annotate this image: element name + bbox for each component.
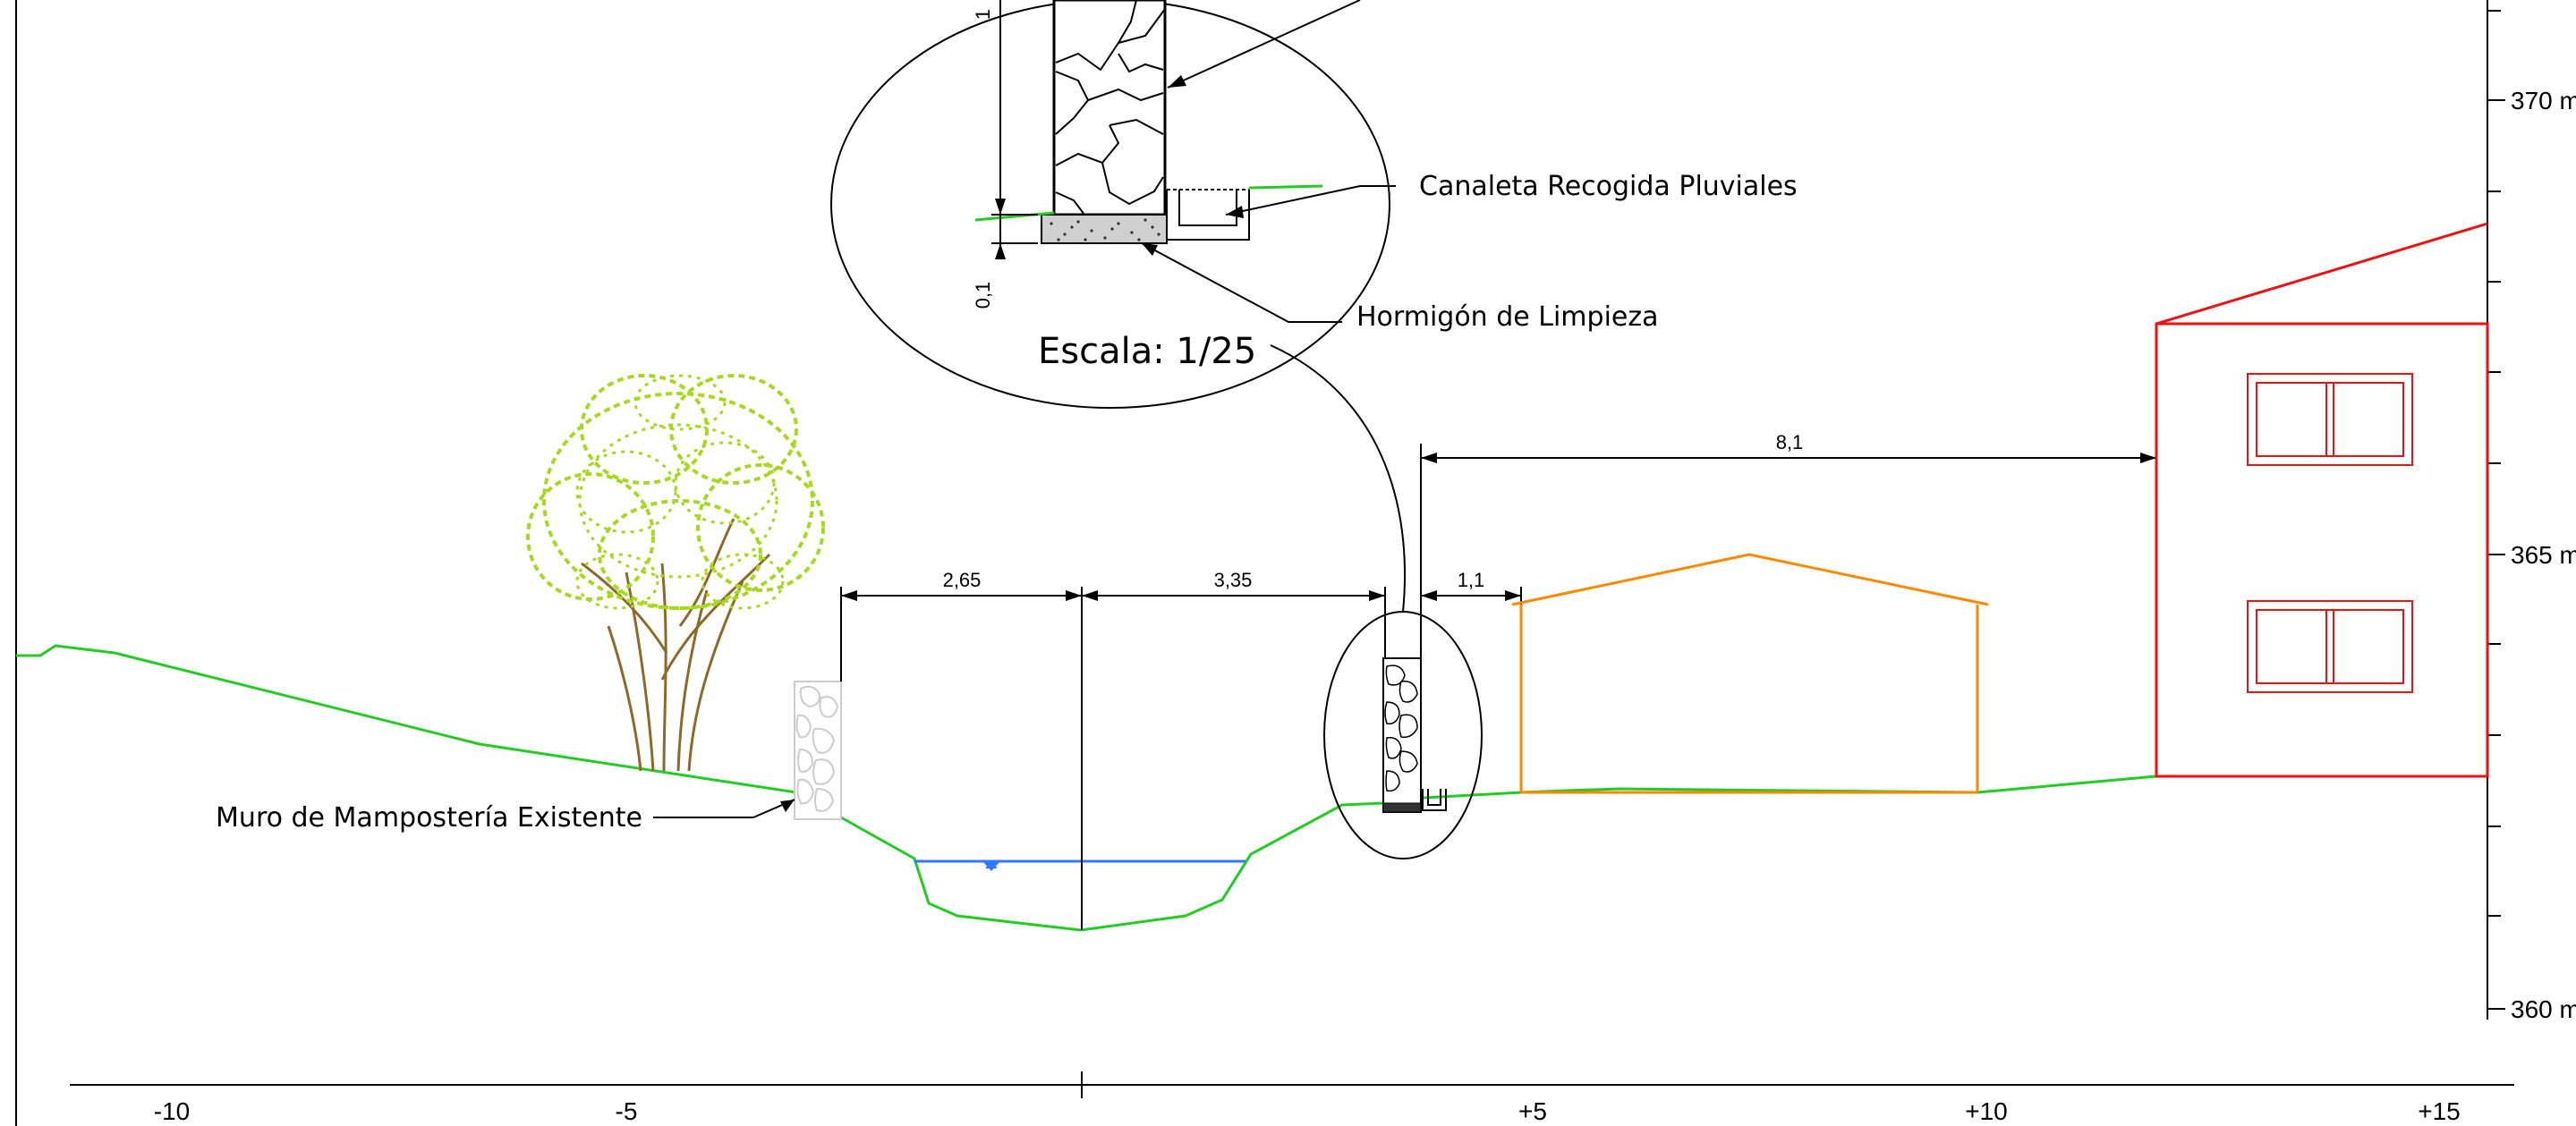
tree-illustration	[526, 374, 825, 772]
dimension-label: 8,1	[1776, 431, 1804, 453]
water-level	[914, 859, 1245, 871]
house-window-lower	[2247, 600, 2413, 693]
elevation-label: 365 m	[2511, 541, 2576, 569]
detail-dim-footing: 0,1	[972, 282, 994, 309]
elevation-label: 370 m	[2511, 87, 2576, 114]
lean-concrete-label: Hormigón de Limpieza	[1356, 301, 1659, 333]
x-tick-label: +5	[1518, 1097, 1547, 1125]
dimension-arrowheads	[841, 453, 2156, 601]
gutter-label: Canaleta Recogida Pluviales	[1419, 171, 1798, 202]
existing-wall-arrowhead	[780, 800, 795, 812]
elevation-axis: 370 m 365 m 360 m	[2487, 0, 2576, 1023]
detail-scale-label: Escala: 1/25	[1038, 331, 1256, 372]
dimension-label: 1,1	[1458, 569, 1485, 591]
x-tick-label: +15	[2418, 1097, 2461, 1125]
x-tick-label: -10	[154, 1097, 190, 1125]
horizontal-axis: -10 -5 +5 +10 +15	[70, 1071, 2514, 1125]
house-building	[2155, 222, 2489, 778]
house-window-upper	[2247, 373, 2413, 466]
new-retaining-wall	[1382, 657, 1447, 813]
dimension-label: 3,35	[1214, 569, 1253, 591]
x-tick-label: +10	[1965, 1097, 2008, 1125]
detail-enlargement: 1 0,1 Escala: 1/25	[830, 0, 1396, 409]
shed-building	[1511, 553, 1989, 794]
x-tick-label: -5	[616, 1097, 638, 1125]
existing-wall-label: Muro de Mampostería Existente	[216, 802, 642, 834]
dimension-label: 2,65	[943, 569, 982, 591]
elevation-label: 360 m	[2511, 995, 2576, 1023]
detail-leader-curve	[1270, 344, 1407, 613]
detail-dim-vertical: 1	[972, 9, 994, 20]
dimension-lines	[840, 444, 2157, 682]
terrain-profile	[16, 644, 2157, 932]
existing-masonry-wall	[794, 681, 842, 820]
